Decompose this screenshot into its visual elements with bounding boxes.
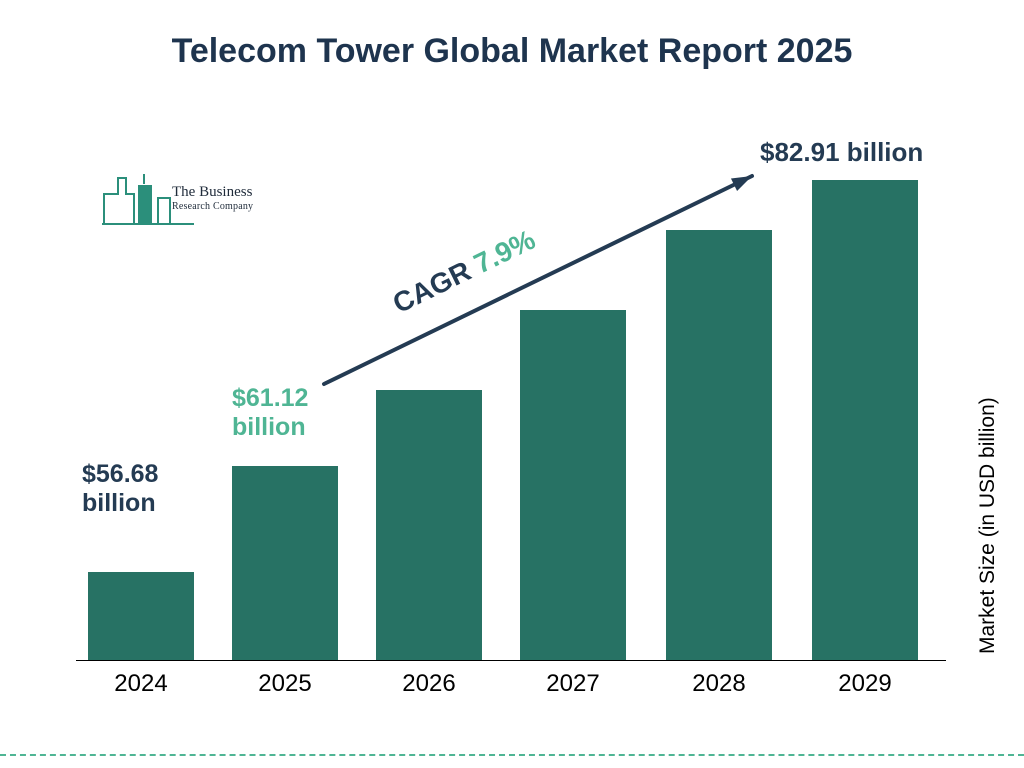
y-axis-label: Market Size (in USD billion) xyxy=(976,397,1000,654)
value-callout-1: $61.12billion xyxy=(232,384,308,442)
value-callout-2: $82.91 billion xyxy=(760,138,923,168)
value-callout-0: $56.68billion xyxy=(82,460,158,518)
trend-arrow xyxy=(0,0,1024,768)
footer-divider xyxy=(0,754,1024,756)
page-root: Telecom Tower Global Market Report 2025 … xyxy=(0,0,1024,768)
